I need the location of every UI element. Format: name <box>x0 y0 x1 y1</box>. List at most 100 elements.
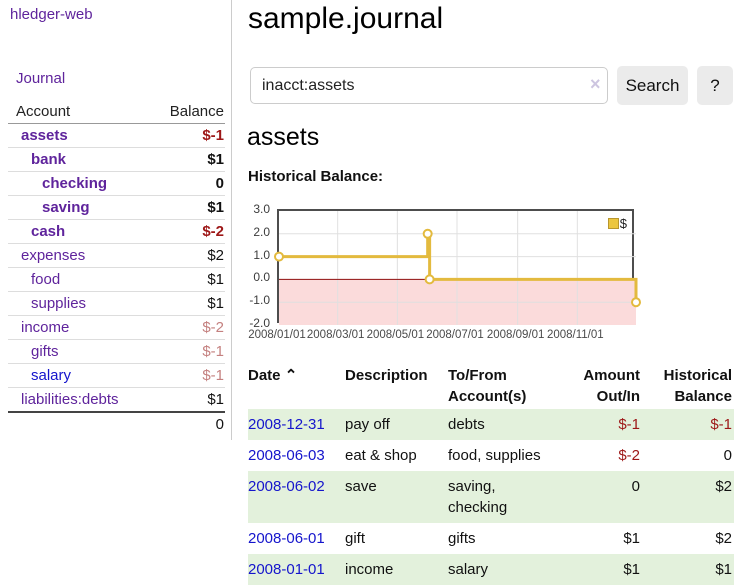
transaction-date-link[interactable]: 2008-06-03 <box>248 447 325 464</box>
account-title: assets <box>247 123 320 151</box>
account-row: checking 0 <box>8 171 225 196</box>
register-header-amount: Amount Out/In <box>583 367 640 405</box>
search-input[interactable] <box>250 67 608 104</box>
page-title: sample.journal <box>248 2 444 35</box>
account-row: assets $-1 <box>8 123 225 148</box>
register-table: Date ⌃ Description To/From Account(s) Am… <box>248 360 734 585</box>
account-row: supplies $1 <box>8 291 225 316</box>
chart-plot-area[interactable]: $ <box>274 209 641 325</box>
accounts-table: Account Balance assets $-1 bank $1 checking 0… <box>8 100 225 436</box>
account-link[interactable]: saving <box>42 199 90 216</box>
transaction-row[interactable]: 2008-12-31 pay off debts $-1 $-1 <box>248 409 734 440</box>
transaction-amount: $1 <box>623 530 640 547</box>
transaction-row[interactable]: 2008-06-01 gift gifts $1 $2 <box>248 523 734 554</box>
sidebar-item-journal[interactable]: Journal <box>16 70 66 87</box>
chart-data-point[interactable] <box>422 228 433 239</box>
transaction-description: income <box>345 561 394 578</box>
transaction-description: save <box>345 478 377 495</box>
transaction-date: 2008-06-01 <box>248 523 345 554</box>
account-link[interactable]: food <box>31 271 61 288</box>
account-link[interactable]: expenses <box>21 247 86 264</box>
legend-swatch-icon <box>607 218 619 229</box>
account-link[interactable]: supplies <box>31 295 87 312</box>
account-balance: $1 <box>152 147 225 172</box>
search-button[interactable]: Search <box>617 66 688 105</box>
transaction-date-link[interactable]: 2008-12-31 <box>248 416 325 433</box>
chart-label: Historical Balance: <box>248 168 384 185</box>
balance-chart: $ 3.0 2.0 1.0 0.0 -1.0 -2.0 2008/01/01 2008/03/… <box>244 202 689 350</box>
transaction-accounts: saving, checking <box>448 478 508 516</box>
transaction-amount: $1 <box>623 561 640 578</box>
accounts-table-header: Account Balance <box>8 100 225 124</box>
account-balance: $-1 <box>152 363 225 388</box>
account-balance: $-2 <box>152 219 225 244</box>
y-axis-tick-label: 3.0 <box>253 202 270 216</box>
transaction-row[interactable]: 2008-01-01 income salary $1 $1 <box>248 554 734 585</box>
accounts-header-account: Account <box>8 100 153 124</box>
account-row: food $1 <box>8 267 225 292</box>
sidebar: hledger-web Journal Account Balance asse… <box>0 0 232 440</box>
transaction-accounts: gifts <box>448 530 476 547</box>
account-balance: 0 <box>152 171 225 196</box>
transaction-date: 2008-06-02 <box>248 471 345 523</box>
y-axis-tick-label: 0.0 <box>253 270 270 285</box>
x-axis-tick-label: 2008/07/01 <box>426 329 484 341</box>
transaction-amount: $-1 <box>618 416 640 433</box>
account-link[interactable]: income <box>21 319 70 336</box>
account-link[interactable]: bank <box>31 151 67 168</box>
chart-data-point[interactable] <box>631 297 641 308</box>
y-axis-tick-label: -2.0 <box>249 316 270 330</box>
transaction-row[interactable]: 2008-06-03 eat & shop food, supplies $-2 0 <box>248 440 734 471</box>
transaction-date-link[interactable]: 2008-06-01 <box>248 530 325 547</box>
transaction-date-link[interactable]: 2008-06-02 <box>248 478 325 495</box>
transaction-accounts: salary <box>448 561 489 578</box>
transaction-balance: $-1 <box>710 416 732 433</box>
account-link[interactable]: salary <box>31 367 72 384</box>
account-row: saving $1 <box>8 195 225 220</box>
x-axis-tick-label: 2008/01/01 <box>248 329 306 341</box>
account-link[interactable]: gifts <box>31 343 59 360</box>
brand-link[interactable]: hledger-web <box>10 6 93 23</box>
account-row: cash $-2 <box>8 219 225 244</box>
y-axis-tick-label: 1.0 <box>253 247 270 262</box>
chart-data-point[interactable] <box>424 274 435 285</box>
clear-search-icon[interactable]: × <box>590 74 601 94</box>
chart-canvas <box>274 211 641 325</box>
accounts-header-balance: Balance <box>152 100 225 124</box>
transaction-date: 2008-06-03 <box>248 440 345 471</box>
transaction-description: eat & shop <box>345 447 417 464</box>
chart-data-point[interactable] <box>274 251 284 262</box>
x-axis-tick-label: 2008/09/01 <box>486 329 545 341</box>
chart-legend: $ <box>607 216 627 231</box>
legend-label: $ <box>619 216 627 231</box>
accounts-table-body: assets $-1 bank $1 checking 0 saving $1 cash $-2 e… <box>8 123 225 412</box>
account-link[interactable]: checking <box>42 175 108 192</box>
account-balance: $1 <box>152 291 225 316</box>
transaction-balance: $2 <box>715 530 732 547</box>
transaction-date: 2008-01-01 <box>248 554 345 585</box>
account-row: expenses $2 <box>8 243 225 268</box>
transaction-amount: $-2 <box>618 447 640 464</box>
transaction-description: gift <box>345 530 366 547</box>
register-header-description: Description <box>345 367 428 384</box>
sort-ascending-icon[interactable]: ⌃ <box>284 367 298 384</box>
x-axis-tick-label: 2008/03/01 <box>306 329 365 341</box>
transaction-balance: 0 <box>723 447 732 464</box>
accounts-total-value: 0 <box>152 411 225 436</box>
help-button[interactable]: ? <box>697 66 733 105</box>
register-header-accounts: To/From Account(s) <box>448 367 527 405</box>
register-header-balance: Historical Balance <box>663 367 732 405</box>
x-axis-tick-label: 2008/11/01 <box>546 329 604 341</box>
account-balance: $2 <box>152 243 225 268</box>
transaction-balance: $1 <box>715 561 732 578</box>
account-link[interactable]: cash <box>31 223 66 240</box>
register-table-body: 2008-12-31 pay off debts $-1 $-1 2008-06-03 ea… <box>248 409 734 585</box>
transaction-accounts: food, supplies <box>448 447 541 464</box>
register-header-date[interactable]: Date ⌃ <box>248 367 298 384</box>
transaction-date-link[interactable]: 2008-01-01 <box>248 561 325 578</box>
transaction-row[interactable]: 2008-06-02 save saving, checking 0 $2 <box>248 471 734 523</box>
account-link[interactable]: liabilities:debts <box>21 391 119 408</box>
account-link[interactable]: assets <box>21 127 68 144</box>
transaction-accounts: debts <box>448 416 485 433</box>
transaction-date: 2008-12-31 <box>248 409 345 440</box>
